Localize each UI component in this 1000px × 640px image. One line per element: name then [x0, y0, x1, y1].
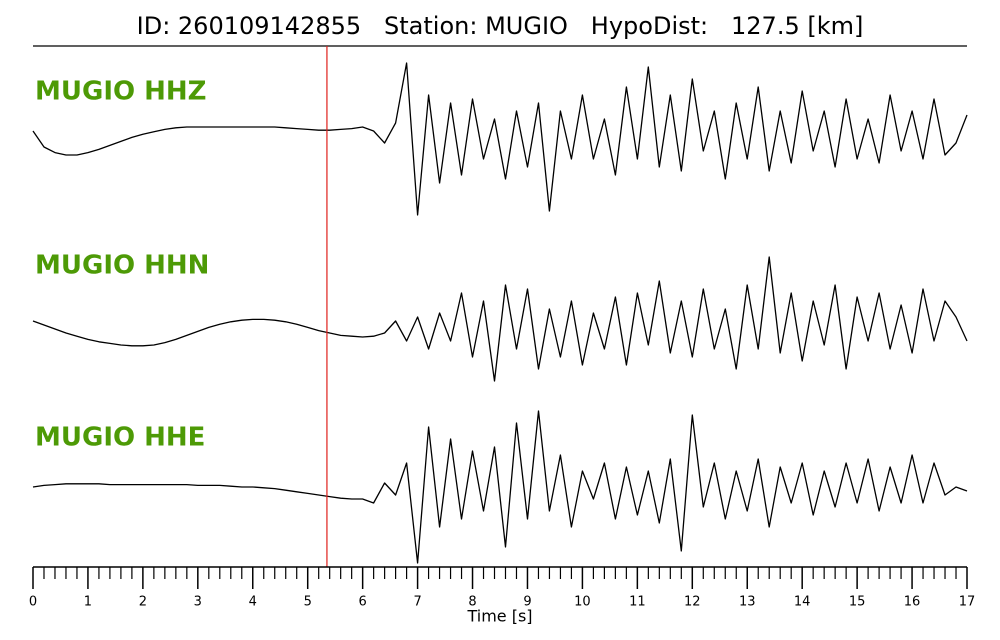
trace-label: MUGIO HHE — [35, 423, 205, 453]
trace — [32, 256, 968, 382]
x-tick-label: 12 — [684, 595, 701, 610]
x-tick-label: 1 — [84, 595, 92, 610]
x-tick-label: 10 — [574, 595, 591, 610]
trace-label: MUGIO HHZ — [35, 77, 207, 107]
x-tick-label: 16 — [904, 595, 921, 610]
x-tick-label: 6 — [359, 595, 367, 610]
x-tick-label: 0 — [29, 595, 37, 610]
x-tick-label: 17 — [959, 595, 976, 610]
x-tick-label: 15 — [849, 595, 866, 610]
x-tick-label: 4 — [249, 595, 257, 610]
x-tick-label: 14 — [794, 595, 811, 610]
x-tick-label: 11 — [629, 595, 646, 610]
x-tick-label: 8 — [468, 595, 476, 610]
chart-title: ID: 260109142855 Station: MUGIO HypoDist… — [137, 12, 864, 40]
x-tick-label: 9 — [523, 595, 531, 610]
x-axis-label: Time [s] — [466, 607, 532, 626]
x-tick-label: 3 — [194, 595, 202, 610]
x-tick-label: 13 — [739, 595, 756, 610]
trace-label: MUGIO HHN — [35, 251, 209, 281]
x-tick-label: 7 — [413, 595, 421, 610]
trace — [32, 62, 968, 216]
x-tick-label: 5 — [304, 595, 312, 610]
trace — [32, 410, 968, 564]
x-tick-label: 2 — [139, 595, 147, 610]
